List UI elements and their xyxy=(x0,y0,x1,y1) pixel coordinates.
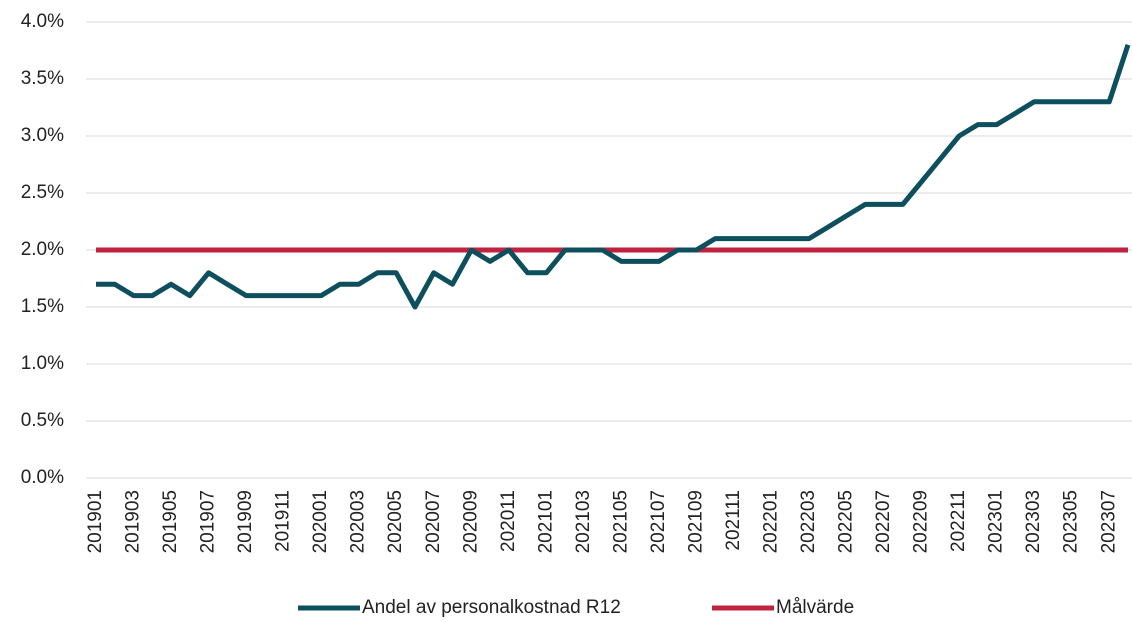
x-tick-label: 202011 xyxy=(498,490,519,552)
y-tick-label: 2.5% xyxy=(21,182,64,203)
x-tick-label: 202211 xyxy=(948,490,969,552)
y-tick-label: 0.0% xyxy=(21,467,64,488)
x-tick-label: 202101 xyxy=(535,490,556,553)
x-tick-label: 201907 xyxy=(198,490,219,553)
x-tick-label: 201901 xyxy=(85,490,106,553)
x-tick-label: 202307 xyxy=(1098,490,1119,553)
x-tick-label: 202305 xyxy=(1061,490,1082,553)
x-tick-label: 202207 xyxy=(873,490,894,553)
x-tick-label: 202003 xyxy=(348,490,369,553)
x-tick-label: 202203 xyxy=(798,490,819,553)
x-tick-label: 202111 xyxy=(723,490,744,551)
x-tick-label: 201909 xyxy=(235,490,256,553)
y-tick-label: 3.5% xyxy=(21,68,64,89)
legend-label: Målvärde xyxy=(776,597,854,618)
x-tick-label: 201903 xyxy=(123,490,144,553)
y-tick-label: 4.0% xyxy=(21,11,64,32)
x-tick-label: 202209 xyxy=(911,490,932,553)
line-series xyxy=(96,44,1131,310)
x-tick-label: 202105 xyxy=(610,490,631,553)
y-tick-label: 1.5% xyxy=(21,296,64,317)
y-tick-label: 2.0% xyxy=(21,239,64,260)
x-tick-label: 202005 xyxy=(385,490,406,553)
x-tick-label: 202301 xyxy=(986,490,1007,553)
x-tick-label: 202007 xyxy=(423,490,444,553)
x-tick-label: 202009 xyxy=(460,490,481,553)
x-tick-label: 202303 xyxy=(1023,490,1044,553)
x-tick-label: 202103 xyxy=(573,490,594,553)
y-tick-label: 3.0% xyxy=(21,125,64,146)
x-tick-label: 202001 xyxy=(310,490,331,553)
x-tick-label: 202109 xyxy=(685,490,706,553)
legend-label: Andel av personalkostnad R12 xyxy=(362,597,621,618)
y-tick-label: 1.0% xyxy=(21,353,64,374)
x-tick-label: 201905 xyxy=(160,490,181,553)
x-tick-label: 202107 xyxy=(648,490,669,553)
y-tick-label: 0.5% xyxy=(21,410,64,431)
x-tick-label: 202205 xyxy=(836,490,857,553)
x-tick-label: 201911 xyxy=(273,490,294,552)
x-tick-label: 202201 xyxy=(761,490,782,553)
